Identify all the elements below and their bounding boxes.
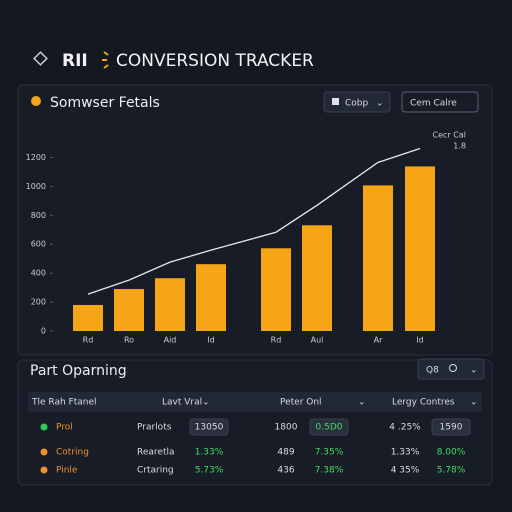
search-icon bbox=[449, 364, 457, 372]
spark-icon bbox=[102, 51, 109, 69]
pill bbox=[431, 418, 471, 436]
x-tick-label: Rd bbox=[271, 336, 282, 345]
dropdown-label: Cobp bbox=[345, 99, 369, 109]
column-header: Tle Rah Ftanel bbox=[31, 398, 97, 408]
bar bbox=[261, 248, 291, 331]
bar bbox=[196, 264, 226, 331]
table-panel bbox=[17, 359, 493, 486]
caret: ⌄ bbox=[202, 398, 210, 408]
column-header: Lavt Vral bbox=[162, 398, 202, 408]
cell: Pinle bbox=[56, 466, 78, 476]
caret: ⌄ bbox=[470, 366, 478, 376]
cell: 7.38% bbox=[315, 466, 344, 476]
bar bbox=[114, 289, 144, 331]
button-label: Cem Calre bbox=[410, 99, 457, 109]
x-tick-label: Aid bbox=[164, 336, 177, 345]
y-tick-label: 0 bbox=[41, 327, 46, 336]
y-tick-label: 600 bbox=[31, 240, 46, 249]
x-tick-label: Id bbox=[207, 336, 214, 345]
cell: 13050 bbox=[195, 423, 224, 433]
panel-title: Somwser Fetals bbox=[50, 95, 160, 111]
annotation: 1.8 bbox=[453, 142, 466, 151]
cell: Cotring bbox=[56, 448, 89, 458]
x-tick-label: Ar bbox=[374, 336, 383, 345]
y-tick-label: 1200 bbox=[26, 153, 46, 162]
y-tick-label: 200 bbox=[31, 298, 46, 307]
cell: Prarlots bbox=[137, 423, 172, 433]
status-dot bbox=[40, 466, 48, 474]
cell: 436 bbox=[277, 466, 294, 476]
caret: ⌄ bbox=[470, 398, 478, 408]
bar bbox=[405, 166, 435, 331]
column-header: Peter Onl bbox=[280, 398, 322, 408]
cell: 1590 bbox=[440, 423, 463, 433]
cell: 1.33% bbox=[195, 448, 224, 458]
status-dot bbox=[40, 448, 48, 456]
y-tick-label: 400 bbox=[31, 269, 46, 278]
caret: ⌄ bbox=[376, 99, 384, 109]
dropdown[interactable] bbox=[323, 91, 391, 113]
cell: 489 bbox=[277, 448, 294, 458]
x-tick-label: Id bbox=[416, 336, 423, 345]
cell: 4 35% bbox=[391, 466, 420, 476]
cell: 0.5D0 bbox=[316, 423, 343, 433]
cell: 4 .25% bbox=[389, 423, 421, 433]
status-dot bbox=[40, 423, 48, 431]
cell: 1.33% bbox=[391, 448, 420, 458]
bar bbox=[73, 304, 103, 331]
cell: 1800 bbox=[275, 423, 298, 433]
bar bbox=[155, 278, 185, 331]
cell: Crtaring bbox=[137, 466, 174, 476]
bar bbox=[363, 185, 393, 331]
x-tick-label: Ro bbox=[124, 336, 134, 345]
cell: 7.35% bbox=[315, 448, 344, 458]
bar bbox=[302, 225, 332, 331]
button[interactable] bbox=[401, 91, 479, 113]
cell: Prol bbox=[56, 423, 73, 433]
line bbox=[87, 147, 421, 295]
brand: RII bbox=[62, 51, 88, 71]
cell: 8.00% bbox=[437, 448, 466, 458]
cell: 5.73% bbox=[195, 466, 224, 476]
app-title: CONVERSION TRACKER bbox=[116, 51, 314, 71]
pin-icon bbox=[31, 96, 41, 106]
y-tick-label: 1000 bbox=[26, 182, 46, 191]
caret: ⌄ bbox=[358, 398, 366, 408]
filter-box[interactable] bbox=[417, 358, 485, 380]
pill bbox=[189, 418, 229, 436]
table-header bbox=[28, 392, 482, 412]
dropdown-icon bbox=[332, 98, 339, 105]
table-title: Part Oparning bbox=[30, 363, 127, 379]
y-tick-label: 800 bbox=[31, 211, 46, 220]
pill bbox=[309, 418, 349, 436]
annotation: Cecr Cal bbox=[433, 131, 466, 140]
column-header: Lergy Contres bbox=[392, 398, 455, 408]
x-tick-label: Aul bbox=[311, 336, 324, 345]
cell: Rearetla bbox=[137, 448, 175, 458]
x-tick-label: Rd bbox=[83, 336, 94, 345]
logo-icon bbox=[33, 51, 48, 66]
filter-label: Q8 bbox=[426, 366, 439, 376]
cell: 5.78% bbox=[437, 466, 466, 476]
